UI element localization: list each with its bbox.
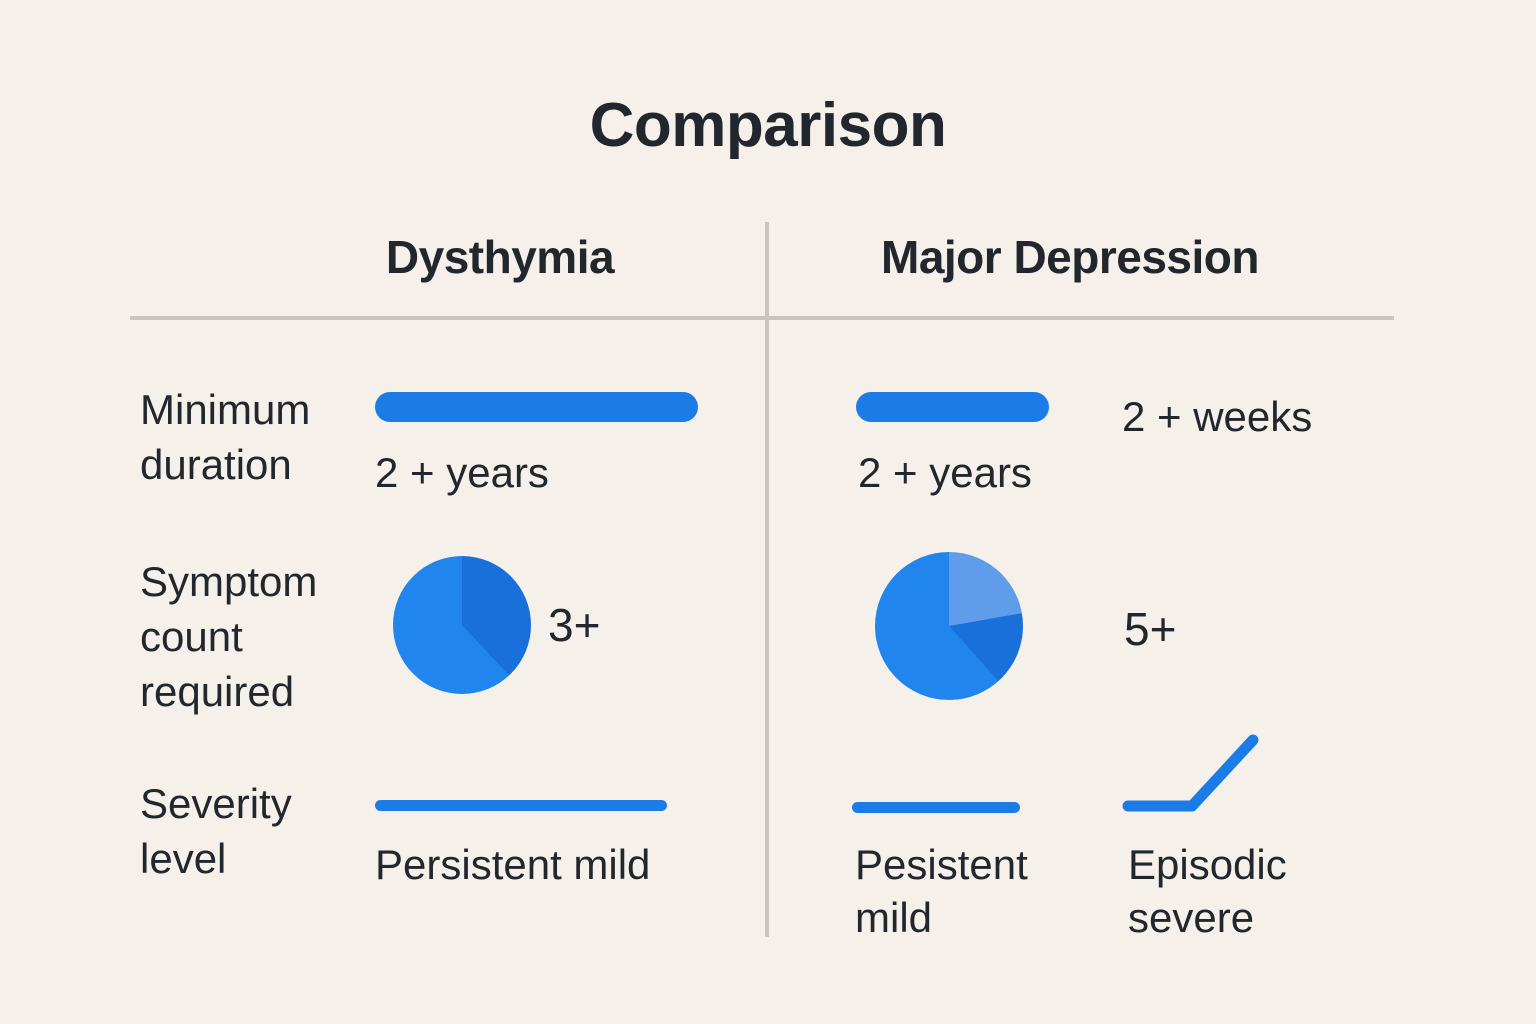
severity-caption-major-episodic: Episodic severe (1128, 841, 1287, 941)
severity-flat-line-major-icon (852, 802, 1020, 813)
horizontal-divider (130, 316, 1394, 320)
duration-bar-dysthymia-icon (375, 392, 698, 422)
row-label-minimum-duration: Minimum duration (140, 386, 311, 488)
page-title: Comparison (589, 91, 947, 160)
severity-rising-line-icon (1122, 734, 1259, 812)
symptom-value-major: 5+ (1124, 603, 1177, 655)
duration-caption-major: 2 + years (858, 449, 1032, 496)
row-label-symptom-count: Symptom count required (140, 558, 318, 715)
severity-caption-dysthymia: Persistent mild (375, 841, 651, 888)
symptom-value-dysthymia: 3+ (548, 599, 601, 651)
symptom-pie-major-icon (875, 552, 1023, 700)
vertical-divider (765, 222, 769, 937)
column-header-major-depression: Major Depression (881, 231, 1260, 283)
duration-caption-dysthymia: 2 + years (375, 449, 549, 496)
severity-flat-line-dysthymia-icon (375, 800, 667, 811)
symptom-pie-dysthymia-icon (393, 556, 531, 694)
row-label-severity-level: Severity level (140, 780, 292, 882)
duration-bar-major-icon (856, 392, 1049, 422)
column-header-dysthymia: Dysthymia (385, 231, 615, 283)
severity-caption-major-flat: Pesistent mild (855, 841, 1028, 941)
duration-value-major: 2 + weeks (1122, 393, 1313, 440)
